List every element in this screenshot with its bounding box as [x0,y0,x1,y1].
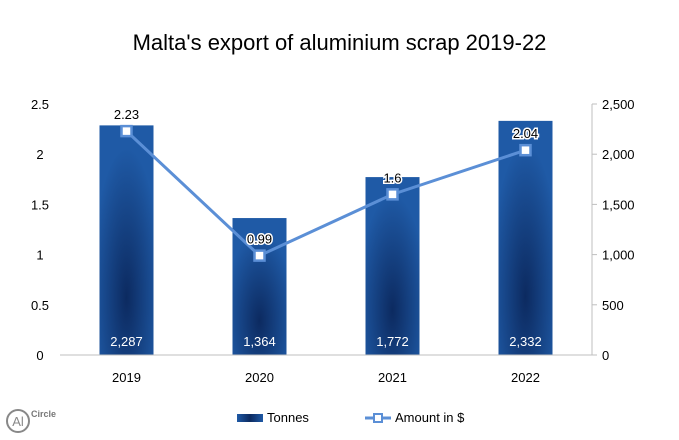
legend-swatch-bar [237,413,263,422]
right-tick-label: 0 [602,348,609,363]
legend-swatch-line [365,412,391,423]
bar-data-label: 1,364 [243,334,276,349]
right-tick-label: 2,500 [602,97,635,112]
left-tick-label: 0.5 [31,298,49,313]
left-tick-label: 0 [36,348,43,363]
svg-text:Circle: Circle [31,409,56,419]
line-marker-2022 [519,143,532,157]
bar-2019 [99,125,154,356]
right-tick-label: 2,000 [602,147,635,162]
line-data-label: 0.99 [247,232,272,247]
line-marker-2019 [120,124,133,138]
x-tick-label: 2022 [511,370,540,385]
right-tick-label: 500 [602,298,624,313]
legend-item-amount: Amount in $ [365,410,464,425]
chart-title: Malta's export of aluminium scrap 2019-2… [132,30,547,55]
left-tick-label: 2 [36,147,43,162]
x-tick-label: 2021 [378,370,407,385]
legend-item-tonnes: Tonnes [237,410,309,425]
legend-label-amount: Amount in $ [395,410,465,425]
amount-line [125,130,526,258]
x-tick-label: 2019 [112,370,141,385]
svg-text:Al: Al [12,414,24,429]
left-tick-label: 1.5 [31,197,49,212]
line-marker-2020 [253,249,266,262]
left-tick-label: 1 [36,248,43,263]
bar-2021 [365,177,420,355]
bar-data-label: 1,772 [376,334,409,349]
x-tick-label: 2020 [245,370,274,385]
bar-2022 [498,120,553,355]
right-tick-label: 1,000 [602,248,635,263]
right-tick-label: 1,500 [602,197,635,212]
left-tick-label: 2.5 [31,97,49,112]
line-data-label: 2.04 [513,126,538,141]
bar-2020 [232,218,287,355]
line-marker-2021 [386,188,399,201]
line-data-label: 2.23 [114,107,139,122]
line-data-label: 1.6 [383,170,401,185]
bar-data-label: 2,332 [509,334,542,349]
legend-label-tonnes: Tonnes [267,410,309,425]
bar-data-label: 2,287 [110,334,143,349]
alcircle-logo: Al Circle [6,409,56,433]
